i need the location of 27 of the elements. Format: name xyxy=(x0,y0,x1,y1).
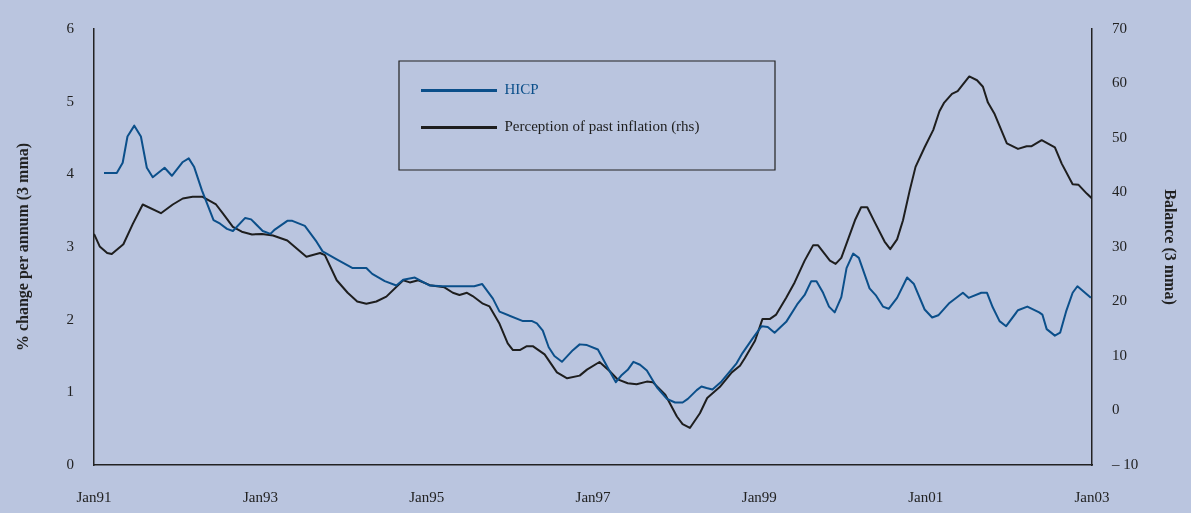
text: HICP xyxy=(504,81,539,98)
y-tick-label: 6 xyxy=(66,19,75,36)
x-tick-label: Jan97 xyxy=(575,488,612,505)
y2-tick-label: 60 xyxy=(1112,74,1127,91)
x-tick-label: Jan91 xyxy=(76,488,112,505)
y2-tick-label: 70 xyxy=(1112,19,1127,36)
y-tick-label: 3 xyxy=(66,237,74,254)
x-tick-label: Jan01 xyxy=(908,488,944,505)
y2-tick-label: 50 xyxy=(1112,128,1127,145)
x-tick-label: Jan93 xyxy=(242,488,278,505)
y-tick-label: 1 xyxy=(66,383,74,400)
x-tick-label: Jan99 xyxy=(741,488,777,505)
y2-tick-label: 0 xyxy=(1112,401,1120,418)
text: Perception of past inflation (rhs) xyxy=(504,118,700,136)
y2-tick-label: 40 xyxy=(1112,183,1127,200)
y2-axis-title: Balance (3 mma) xyxy=(1161,189,1180,305)
x-tick-label: Jan95 xyxy=(409,488,445,505)
y2-tick-label: 10 xyxy=(1112,346,1127,363)
y-tick-label: 4 xyxy=(66,165,75,182)
y-tick-label: 5 xyxy=(66,92,74,109)
x-tick-label: Jan03 xyxy=(1074,488,1110,505)
y-tick-label: 0 xyxy=(66,455,74,472)
y2-tick-label: 20 xyxy=(1112,292,1127,309)
y-axis-title: % change per annum (3 mma) xyxy=(13,142,32,352)
y-tick-label: 2 xyxy=(66,310,74,327)
y2-tick-label: 30 xyxy=(1112,237,1127,254)
y2-tick-label: – 10 xyxy=(1111,455,1139,472)
